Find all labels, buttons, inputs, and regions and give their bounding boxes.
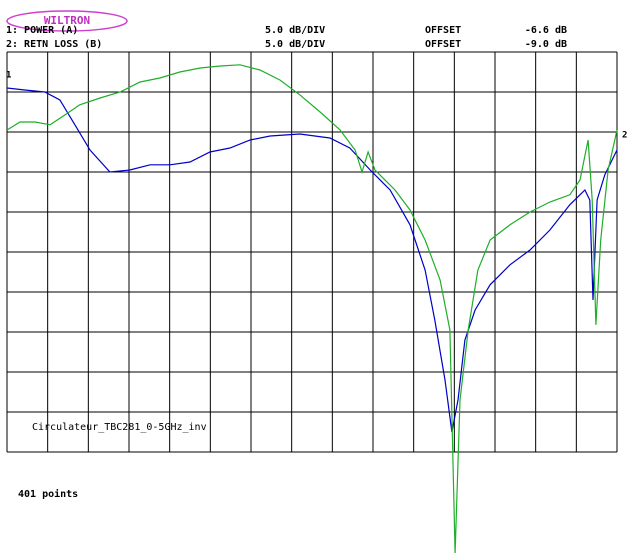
- logo: WILTRON: [44, 14, 90, 27]
- offset-label: OFFSET: [425, 39, 461, 50]
- trace-scale: 5.0 dB/DIV: [265, 25, 325, 36]
- trace-label: 1: POWER (A): [6, 25, 78, 36]
- offset-label: OFFSET: [425, 25, 461, 36]
- offset-value: -9.0 dB: [525, 39, 567, 50]
- trace-scale: 5.0 dB/DIV: [265, 39, 325, 50]
- logo-frame: [6, 10, 128, 32]
- trace-marker: 2: [622, 131, 627, 141]
- trace-line: [6, 64, 618, 553]
- offset-value: -6.6 dB: [525, 25, 567, 36]
- point-count: 401 points: [18, 488, 78, 500]
- annotation: Circulateur_TBC281_0-5GHz_inv: [32, 422, 207, 433]
- trace-marker: 1: [6, 71, 11, 81]
- trace-label: 2: RETN LOSS (B): [6, 39, 102, 50]
- trace-line: [6, 87, 618, 433]
